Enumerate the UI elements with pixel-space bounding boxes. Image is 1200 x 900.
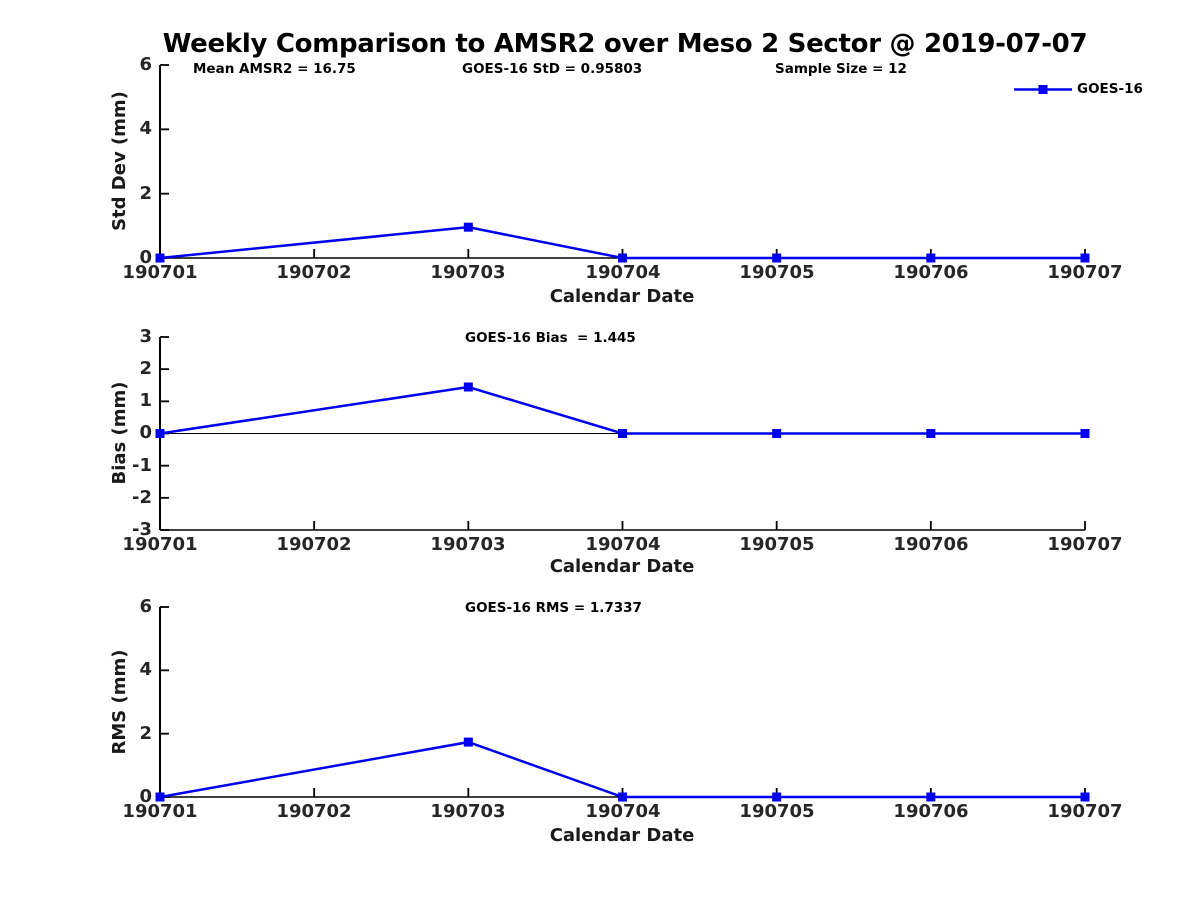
annotation-goes16-rms: GOES-16 RMS = 1.7337 <box>465 600 642 616</box>
xtick-label: 190701 <box>122 262 198 283</box>
ytick-label: 2 <box>139 358 152 379</box>
xtick-label: 190704 <box>585 534 661 555</box>
xtick-label: 190702 <box>276 534 352 555</box>
annotation-goes16-bias: GOES-16 Bias = 1.445 <box>465 330 636 346</box>
xtick-label: 190701 <box>122 801 198 822</box>
ylabel-rms: RMS (mm) <box>109 649 130 755</box>
xtick-label: 190701 <box>122 534 198 555</box>
xtick-label: 190705 <box>739 801 815 822</box>
ytick-label: 0 <box>139 422 152 443</box>
bias-plot-canvas <box>155 336 1090 531</box>
xtick-label: 190702 <box>276 262 352 283</box>
ytick-label: 3 <box>139 326 152 347</box>
ytick-label: 6 <box>139 596 152 617</box>
legend-line-swatch <box>1014 85 1072 94</box>
xtick-label: 190704 <box>585 262 661 283</box>
rms-plot-canvas <box>155 606 1090 802</box>
figure-title: Weekly Comparison to AMSR2 over Meso 2 S… <box>162 29 1088 59</box>
ytick-label: 0 <box>139 247 152 268</box>
ytick-label: -1 <box>132 455 152 476</box>
xaxis-label: Calendar Date <box>549 825 695 846</box>
ytick-label: 2 <box>139 183 152 204</box>
annotation-goes16-std: GOES-16 StD = 0.95803 <box>462 61 643 77</box>
std-dev-plot-canvas <box>155 64 1090 263</box>
ytick-label: 4 <box>139 659 152 680</box>
ylabel-std-dev: Std Dev (mm) <box>109 91 130 231</box>
ytick-label: -3 <box>132 519 152 540</box>
xtick-label: 190703 <box>430 801 506 822</box>
ytick-label: 1 <box>139 390 152 411</box>
xtick-label: 190703 <box>430 534 506 555</box>
xaxis-label: Calendar Date <box>549 286 695 307</box>
ytick-label: -2 <box>132 487 152 508</box>
xtick-label: 190707 <box>1047 801 1123 822</box>
annotation-mean-amsr2: Mean AMSR2 = 16.75 <box>193 61 356 77</box>
ytick-label: 2 <box>139 723 152 744</box>
xtick-label: 190706 <box>893 262 969 283</box>
ytick-label: 6 <box>139 54 152 75</box>
xtick-label: 190706 <box>893 534 969 555</box>
xtick-label: 190707 <box>1047 534 1123 555</box>
ytick-label: 4 <box>139 118 152 139</box>
xtick-label: 190705 <box>739 262 815 283</box>
xtick-label: 190704 <box>585 801 661 822</box>
ytick-label: 0 <box>139 786 152 807</box>
square-marker-icon <box>1038 85 1048 94</box>
xaxis-label: Calendar Date <box>549 556 695 577</box>
xtick-label: 190703 <box>430 262 506 283</box>
legend-label: GOES-16 <box>1077 81 1143 97</box>
xtick-label: 190706 <box>893 801 969 822</box>
legend: GOES-16 <box>1014 81 1144 98</box>
xtick-label: 190705 <box>739 534 815 555</box>
xtick-label: 190702 <box>276 801 352 822</box>
xtick-label: 190707 <box>1047 262 1123 283</box>
annotation-sample-size: Sample Size = 12 <box>775 61 907 77</box>
